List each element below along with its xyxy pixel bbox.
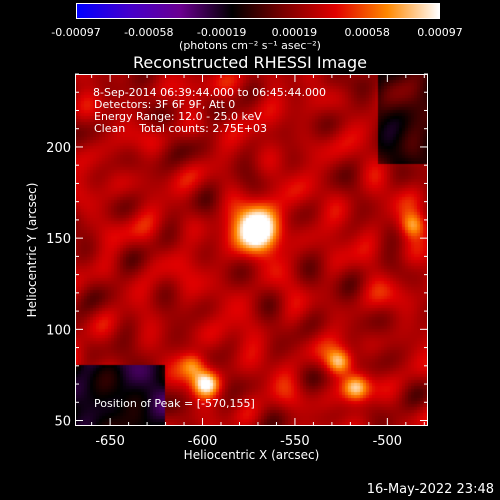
colorbar-tick-label: 0.00097 [417, 26, 463, 39]
heatmap-plot [75, 74, 428, 426]
y-axis-label: Heliocentric Y (arcsec) [25, 182, 39, 318]
heatmap-image [75, 74, 428, 426]
colorbar-tick-label: 0.00019 [271, 26, 318, 39]
peak-position: Position of Peak = [-570,155] [94, 397, 255, 410]
colorbar-tick-label: -0.00058 [124, 26, 174, 39]
y-tick-label: 150 [46, 232, 71, 247]
time-range: 8-Sep-2014 06:39:44.000 to 06:45:44.000 [93, 86, 326, 99]
y-tick-label: 50 [54, 415, 71, 430]
colorbar-ticks: -0.00097 -0.00058 -0.00019 0.00019 0.00058 0.… [0, 26, 500, 40]
timestamp: 16-May-2022 23:48 [366, 482, 494, 497]
image-info: 8-Sep-2014 06:39:44.000 to 06:45:44.000 … [93, 86, 326, 135]
energy-range: Energy Range: 12.0 - 25.0 keV [94, 110, 262, 123]
colorbar-units: (photons cm⁻² s⁻¹ asec⁻²) [179, 39, 321, 52]
colorbar-tick-label: -0.00019 [196, 26, 247, 39]
chart-title: Reconstructed RHESSI Image [133, 53, 367, 72]
x-tick-label: -650 [95, 434, 125, 449]
colorbar [76, 3, 440, 19]
detectors: Detectors: 3F 6F 9F, Att 0 [94, 98, 236, 111]
y-tick-label: 100 [46, 323, 71, 338]
x-tick-label: -550 [280, 434, 310, 449]
colorbar-tick-label: -0.00097 [51, 26, 101, 39]
x-axis-label: Heliocentric X (arcsec) [183, 448, 320, 462]
x-tick-label: -600 [188, 434, 218, 449]
clean-counts: Clean Total counts: 2.75E+03 [94, 122, 268, 135]
x-tick-label: -500 [373, 434, 403, 449]
colorbar-tick-label: 0.00058 [344, 26, 390, 39]
y-tick-label: 200 [46, 141, 71, 156]
